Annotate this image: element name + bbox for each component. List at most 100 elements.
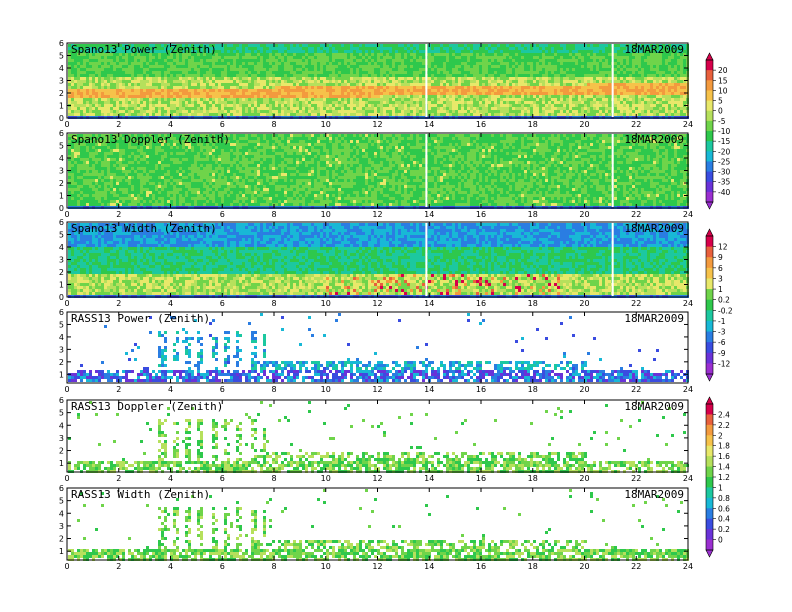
y-tick-label: 5 [59, 52, 64, 61]
y-tick-label: 3 [59, 345, 64, 354]
colorbar-segment [706, 425, 713, 436]
x-tick-label: 14 [424, 474, 434, 483]
colorbar-cap-top [706, 229, 713, 236]
y-tick-label: 5 [59, 142, 64, 151]
colorbar-label: -20 [718, 147, 730, 156]
colorbar-label: 0.2 [718, 525, 730, 534]
x-tick-label: 4 [168, 474, 173, 483]
x-tick-label: 24 [683, 299, 693, 308]
colorbar-segment [706, 101, 713, 112]
colorbar-label: -40 [718, 188, 730, 197]
colorbar-label: -5 [718, 117, 726, 126]
x-tick-label: 22 [631, 299, 641, 308]
colorbar-label: -30 [718, 168, 730, 177]
colorbar-cap-top [706, 397, 713, 404]
x-tick-label: 12 [372, 474, 382, 483]
colorbar-segment [706, 414, 713, 425]
colorbar-segment [706, 467, 713, 478]
colorbar-segment [706, 529, 713, 540]
x-tick-label: 2 [116, 210, 121, 219]
y-tick-label: 1 [59, 547, 64, 556]
panel-title: RASS13 Power (Zenith) [71, 312, 210, 325]
x-tick-label: 20 [579, 210, 589, 219]
colorbar-segment [706, 310, 713, 321]
colorbar-label: -9 [718, 349, 726, 358]
colorbar-label: -1 [718, 317, 726, 326]
colorbar-segment [706, 111, 713, 122]
colorbar-label: -3 [718, 328, 726, 337]
colorbar-segment [706, 498, 713, 509]
colorbar-cap-bottom [706, 374, 713, 381]
colorbar-label: 6 [718, 264, 723, 273]
panel-date: 18MAR2009 [624, 488, 684, 501]
x-tick-label: 18 [528, 120, 538, 129]
y-tick-label: 3 [59, 522, 64, 531]
y-tick-label: 0 [59, 293, 64, 302]
colorbar-segment [706, 90, 713, 101]
y-tick-label: 2 [59, 358, 64, 367]
x-tick-label: 16 [476, 210, 486, 219]
x-tick-label: 4 [168, 562, 173, 571]
colorbar-label: 1.4 [718, 463, 730, 472]
colorbar-segment [706, 446, 713, 457]
colorbar-label: -10 [718, 127, 730, 136]
x-tick-label: 16 [476, 299, 486, 308]
y-tick-label: 3 [59, 77, 64, 86]
colorbar-label: -25 [718, 157, 730, 166]
x-tick-label: 20 [579, 299, 589, 308]
x-tick-label: 6 [220, 385, 225, 394]
y-tick-label: 4 [59, 333, 64, 342]
colorbar-segment [706, 519, 713, 530]
x-tick-label: 4 [168, 210, 173, 219]
x-tick-label: 2 [116, 562, 121, 571]
panel-title: Spano13 Doppler (Zenith) [71, 133, 230, 146]
x-tick-label: 16 [476, 385, 486, 394]
y-tick-label: 0 [59, 204, 64, 213]
y-tick-label: 4 [59, 509, 64, 518]
x-tick-label: 12 [372, 210, 382, 219]
y-tick-label: 1 [59, 102, 64, 111]
panel-title: RASS13 Doppler (Zenith) [71, 400, 223, 413]
x-tick-label: 0 [64, 385, 69, 394]
colorbar-segment [706, 300, 713, 311]
y-tick-label: 4 [59, 64, 64, 73]
colorbar-segment [706, 332, 713, 343]
colorbar-segment [706, 435, 713, 446]
colorbar-label: -12 [718, 359, 730, 368]
x-tick-label: 0 [64, 562, 69, 571]
colorbar-cap-bottom [706, 550, 713, 557]
x-tick-label: 10 [321, 299, 331, 308]
colorbar-label: -0.2 [718, 306, 733, 315]
y-tick-label: 2 [59, 447, 64, 456]
panel-title: Spano13 Power (Zenith) [71, 43, 217, 56]
y-tick-label: 4 [59, 421, 64, 430]
colorbar-segment [706, 236, 713, 247]
y-tick-label: 2 [59, 179, 64, 188]
colorbar-segment [706, 70, 713, 81]
x-tick-label: 2 [116, 120, 121, 129]
x-tick-label: 6 [220, 562, 225, 571]
y-tick-label: 1 [59, 192, 64, 201]
colorbar-segment [706, 540, 713, 551]
x-tick-label: 0 [64, 299, 69, 308]
colorbar-segment [706, 192, 713, 203]
y-tick-label: 4 [59, 243, 64, 252]
panel-date: 18MAR2009 [624, 133, 684, 146]
x-tick-label: 14 [424, 385, 434, 394]
x-tick-label: 0 [64, 210, 69, 219]
x-tick-label: 12 [372, 562, 382, 571]
colorbar-segment [706, 151, 713, 162]
panel-date: 18MAR2009 [624, 43, 684, 56]
x-tick-label: 12 [372, 299, 382, 308]
colorbar-segment [706, 363, 713, 374]
colorbar-segment [706, 404, 713, 415]
x-tick-label: 18 [528, 474, 538, 483]
x-tick-label: 4 [168, 120, 173, 129]
x-tick-label: 14 [424, 299, 434, 308]
x-tick-label: 0 [64, 120, 69, 129]
